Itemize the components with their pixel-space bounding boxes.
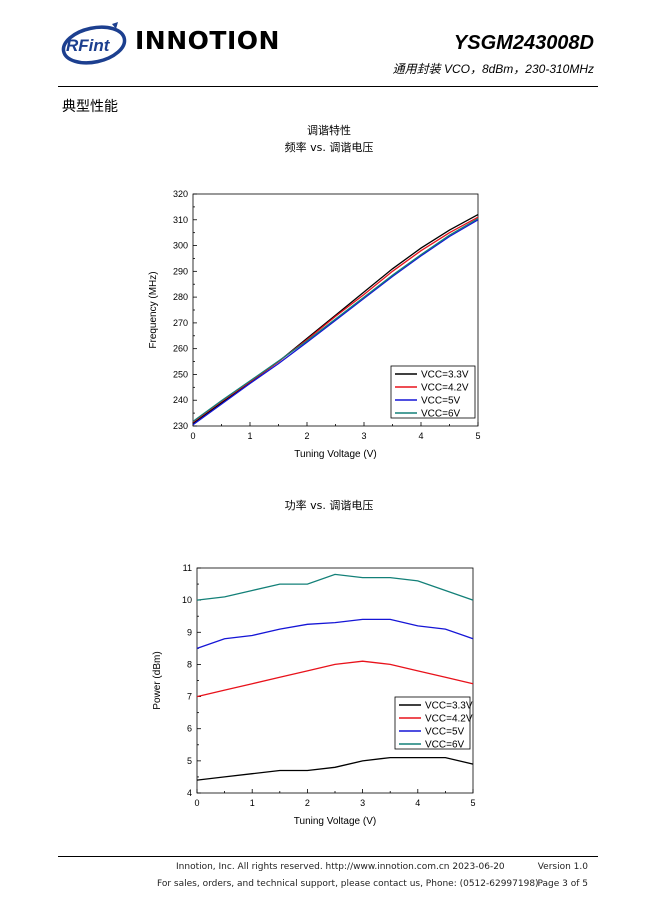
chart2-series-line-1 [196, 756, 474, 781]
chart1-series-line-2 [192, 216, 479, 423]
chart2-y-tick-label: 5 [187, 756, 192, 766]
chart2-y-tick-label: 4 [187, 788, 192, 798]
chart2-legend-label: VCC=6V [425, 740, 465, 751]
chart2-y-tick-label: 7 [187, 692, 192, 702]
chart2-x-tick-label: 5 [470, 798, 475, 808]
chart2-x-axis-label: Tuning Voltage (V) [294, 816, 376, 827]
logo-text: RFint [66, 36, 111, 55]
version-label: Version 1.0 [537, 862, 588, 872]
contact-line: For sales, orders, and technical support… [157, 879, 539, 889]
chart1-legend-label: VCC=5V [421, 396, 461, 407]
chart1-y-tick-label: 230 [173, 421, 188, 431]
chart2-legend-label: VCC=5V [425, 727, 465, 738]
chart2-series-line-2 [196, 660, 474, 698]
chart1-legend-label: VCC=6V [421, 409, 461, 420]
chart1-x-tick-label: 3 [361, 431, 366, 441]
section-title: 典型性能 [62, 99, 118, 115]
brand-name: INNOTION [135, 26, 280, 55]
chart1-x-tick-label: 4 [418, 431, 423, 441]
chart1-x-tick-label: 1 [247, 431, 252, 441]
chart1-y-tick-label: 320 [173, 189, 188, 199]
chart2-series-line-3 [196, 618, 474, 650]
chart2-x-tick-label: 0 [194, 798, 199, 808]
page-number: Page 3 of 5 [537, 879, 589, 889]
chart2-y-tick-label: 9 [187, 627, 192, 637]
chart2-series-line-4 [196, 573, 474, 601]
chart1-legend-label: VCC=3.3V [421, 370, 469, 381]
chart2-legend-label: VCC=4.2V [425, 714, 473, 725]
chart1-y-tick-label: 260 [173, 344, 188, 354]
chart2-x-tick-label: 3 [360, 798, 365, 808]
chart1-x-tick-label: 2 [304, 431, 309, 441]
chart1-y-tick-label: 240 [173, 395, 188, 405]
chart1-x-tick-label: 5 [475, 431, 480, 441]
chart1-series-line-4 [192, 217, 479, 422]
chart1-subtitle: 频率 vs. 调谐电压 [284, 141, 374, 154]
chart2-plot-frame [196, 567, 474, 794]
chart1-title: 调谐特性 [307, 124, 351, 137]
chart1-y-axis-label: Frequency (MHz) [148, 271, 159, 348]
header-divider [58, 86, 598, 87]
chart1-y-tick-label: 310 [173, 215, 188, 225]
chart2-y-tick-label: 11 [183, 563, 192, 573]
product-subtitle: 通用封装 VCO，8dBm，230-310MHz [392, 62, 594, 76]
chart1-x-axis-label: Tuning Voltage (V) [294, 449, 376, 460]
chart2-x-tick-label: 4 [415, 798, 420, 808]
chart1-series-line-3 [192, 219, 479, 426]
chart1-y-tick-label: 300 [173, 241, 188, 251]
chart1-y-tick-label: 250 [173, 369, 188, 379]
footer-divider [58, 856, 598, 857]
chart2-y-tick-label: 6 [187, 724, 192, 734]
chart2-legend-label: VCC=3.3V [425, 701, 473, 712]
copyright-line: Innotion, Inc. All rights reserved. http… [176, 862, 505, 872]
chart2-y-tick-label: 10 [182, 595, 192, 605]
chart2-y-axis-label: Power (dBm) [152, 651, 163, 709]
rfint-logo: RFint [61, 22, 127, 65]
chart1-y-tick-label: 280 [173, 292, 188, 302]
chart1-legend-label: VCC=4.2V [421, 383, 469, 394]
chart2-y-tick-label: 8 [187, 659, 192, 669]
chart2-x-tick-label: 1 [250, 798, 255, 808]
chart2-title: 功率 vs. 调谐电压 [284, 499, 374, 512]
part-number: YSGM243008D [453, 32, 594, 54]
chart1-y-tick-label: 290 [173, 266, 188, 276]
chart1-x-tick-label: 0 [190, 431, 195, 441]
chart1-y-tick-label: 270 [173, 318, 188, 328]
chart2-x-tick-label: 2 [305, 798, 310, 808]
